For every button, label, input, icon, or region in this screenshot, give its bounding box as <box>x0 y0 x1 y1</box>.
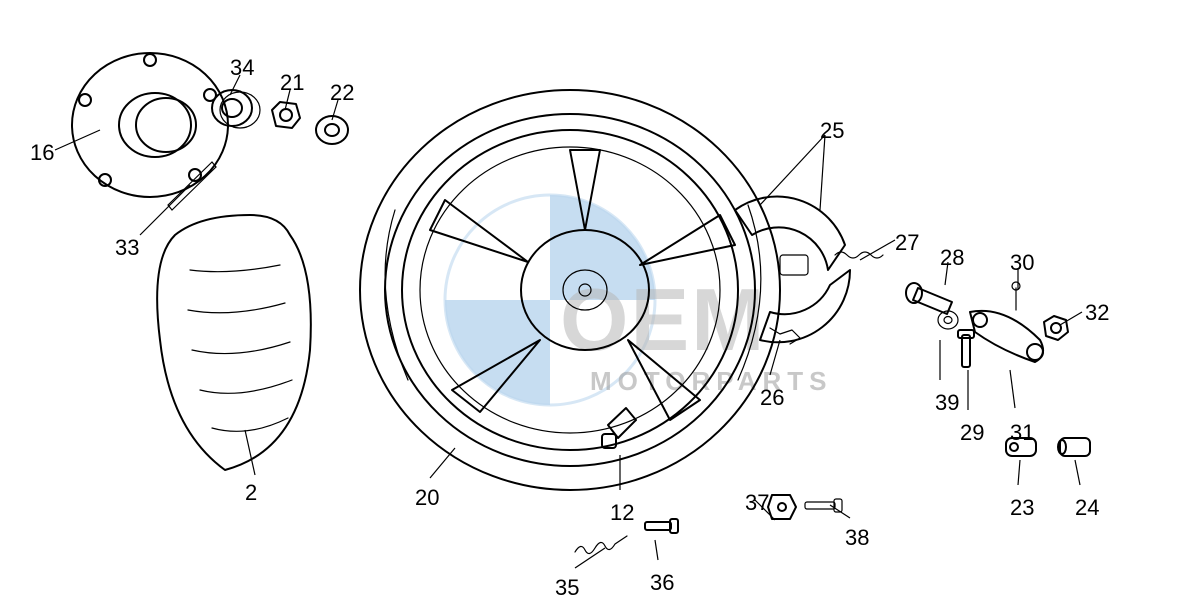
callout-21: 21 <box>280 70 304 96</box>
callout-27: 27 <box>895 230 919 256</box>
callout-33: 33 <box>115 235 139 261</box>
callout-35: 35 <box>555 575 579 601</box>
callout-30: 30 <box>1010 250 1034 276</box>
leader-25 <box>820 135 825 210</box>
callout-26: 26 <box>760 385 784 411</box>
part-lever <box>970 311 1043 362</box>
callout-24: 24 <box>1075 495 1099 521</box>
callout-36: 36 <box>650 570 674 596</box>
diagram-svg: OEM MOTORPARTS <box>0 0 1201 613</box>
part-hub-cover <box>72 53 228 197</box>
callout-38: 38 <box>845 525 869 551</box>
callout-39: 39 <box>935 390 959 416</box>
leader-25 <box>760 135 825 205</box>
part-bearing <box>212 90 260 128</box>
part-cam <box>906 283 952 314</box>
callout-16: 16 <box>30 140 54 166</box>
part-screw <box>645 519 678 533</box>
callout-2: 2 <box>245 480 257 506</box>
part-nut2 <box>1044 316 1068 340</box>
part-sleeve <box>1058 438 1090 456</box>
callout-23: 23 <box>1010 495 1034 521</box>
callout-31: 31 <box>1010 420 1034 446</box>
callout-32: 32 <box>1085 300 1109 326</box>
leader-16 <box>55 130 100 150</box>
leader-23 <box>1018 460 1020 485</box>
callout-20: 20 <box>415 485 439 511</box>
leader-27 <box>860 240 895 260</box>
leader-31 <box>1010 370 1015 408</box>
callout-22: 22 <box>330 80 354 106</box>
callout-37: 37 <box>745 490 769 516</box>
leader-24 <box>1075 460 1080 485</box>
callout-25: 25 <box>820 118 844 144</box>
diagram-stage: OEM MOTORPARTS <box>0 0 1201 613</box>
part-tyre-section <box>157 215 311 470</box>
leader-35 <box>575 548 605 568</box>
leader-36 <box>655 540 658 560</box>
part-bracket <box>768 495 796 519</box>
callout-12: 12 <box>610 500 634 526</box>
callout-29: 29 <box>960 420 984 446</box>
callout-34: 34 <box>230 55 254 81</box>
leader-2 <box>245 430 255 475</box>
part-shoe-spring <box>835 252 883 258</box>
part-pin <box>1012 282 1020 310</box>
callout-28: 28 <box>940 245 964 271</box>
watermark: OEM MOTORPARTS <box>560 270 832 396</box>
leader-38 <box>830 505 850 518</box>
leader-33 <box>140 185 190 235</box>
part-bolt <box>958 330 974 367</box>
part-washer <box>316 116 348 144</box>
leader-20 <box>430 448 455 478</box>
watermark-secondary: MOTORPARTS <box>590 366 832 396</box>
part-bracket-bolt <box>805 499 842 512</box>
